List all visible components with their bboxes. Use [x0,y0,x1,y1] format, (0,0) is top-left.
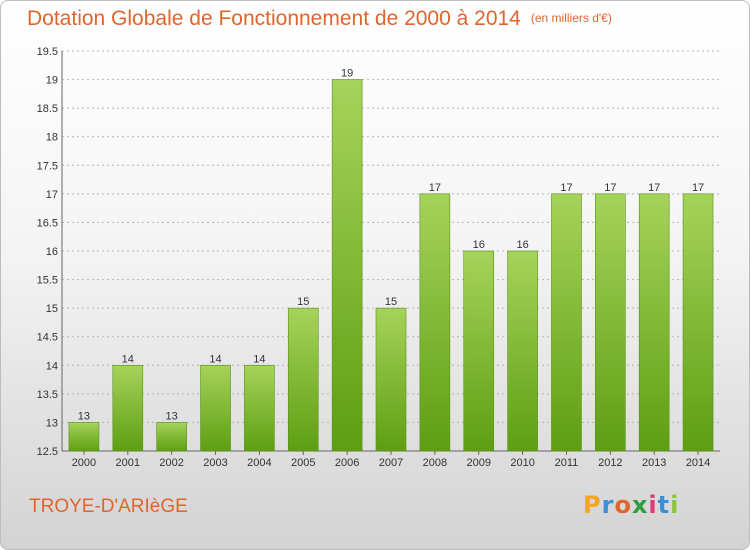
data-label: 19 [341,68,353,80]
bar-2005 [287,307,319,452]
y-tick-label: 17.5 [37,160,58,172]
data-label: 17 [560,182,572,194]
bar-2006 [331,79,363,452]
x-tick-label: 2013 [642,457,666,469]
bar-2013 [638,193,670,452]
proxiti-logo: Proxiti [583,491,679,519]
bars [68,79,714,452]
x-tick-label: 2009 [466,457,490,469]
logo-letter: o [614,491,632,519]
y-tick-label: 17 [46,189,58,201]
data-label: 14 [253,353,265,365]
bar-2007 [375,307,407,452]
x-tick-label: 2006 [335,457,359,469]
bar-2011 [551,193,582,452]
x-tick-label: 2010 [510,457,534,469]
data-label: 15 [297,296,309,308]
y-tick-label: 18.5 [37,103,58,115]
x-tick-label: 2002 [159,457,183,469]
bar-2008 [419,193,451,452]
y-tick-label: 15.5 [37,275,58,287]
bar-2010 [507,250,538,452]
x-tick-label: 2008 [423,457,447,469]
y-tick-label: 18 [46,132,58,144]
x-tick-label: 2003 [203,457,227,469]
bar-2014 [682,193,714,452]
y-tick-label: 16.5 [37,217,58,229]
y-tick-label: 16 [46,246,58,258]
logo-letter: i [670,491,680,519]
x-tick-label: 2011 [555,457,579,469]
bar-2009 [463,250,495,452]
x-tick-label: 2004 [247,457,271,469]
logo-letter: i [648,491,658,519]
x-tick-label: 2012 [598,457,622,469]
x-tick-label: 2007 [379,457,403,469]
bar-2004 [244,364,275,452]
data-label: 15 [385,296,397,308]
data-label: 13 [78,410,90,422]
y-tick-label: 12.5 [37,446,58,458]
bar-2001 [112,364,144,452]
data-label: 16 [516,239,528,251]
x-tick-label: 2001 [116,457,140,469]
y-tick-label: 19.5 [37,46,58,58]
logo-letter: x [631,491,649,519]
y-tick-label: 19 [46,75,58,87]
x-tick-label: 2000 [72,457,96,469]
y-tick-label: 15 [46,303,58,315]
data-label: 13 [166,410,178,422]
data-label: 16 [473,239,485,251]
city-name: TROYE-D'ARIèGE [29,496,188,517]
bar-2012 [595,193,626,452]
logo-letter: r [601,491,615,519]
y-tick-label: 13 [46,417,58,429]
bar-2002 [156,422,187,452]
chart-unit: (en milliers d'€) [530,11,612,25]
data-label: 17 [604,182,616,194]
y-tick-label: 13.5 [37,389,58,401]
bar-2000 [68,422,100,452]
x-tick-label: 2005 [291,457,315,469]
x-tick-label: 2014 [686,457,710,469]
chart-title-text: Dotation Globale de Fonctionnement de 20… [27,7,521,30]
bar-2003 [200,364,231,452]
data-label: 17 [692,182,704,194]
y-tick-label: 14 [46,360,58,372]
y-tick-label: 14.5 [37,332,58,344]
logo-letter: t [657,491,671,519]
data-label: 14 [209,353,221,365]
labels: 12.5 13 13.5 14 14.5 15 15.5 16 16.5 17 17.5 18 18.5… [37,46,711,469]
logo-letter: P [583,491,602,519]
data-label: 17 [429,182,441,194]
chart-title: Dotation Globale de Fonctionnement de 20… [27,7,612,31]
data-label: 17 [648,182,660,194]
data-label: 14 [122,353,134,365]
